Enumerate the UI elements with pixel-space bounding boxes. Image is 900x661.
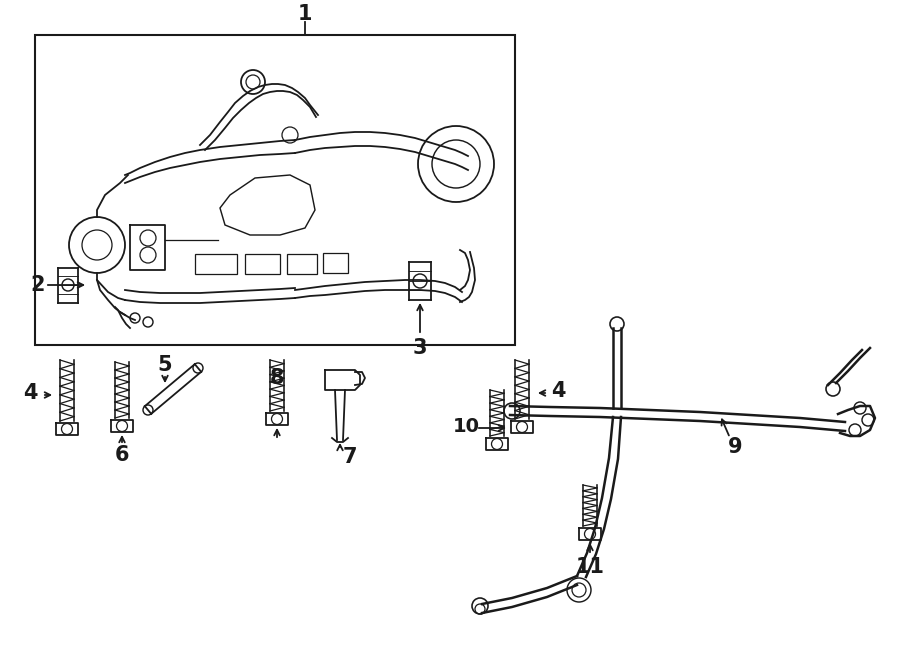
- Text: 7: 7: [343, 447, 357, 467]
- Text: 1: 1: [298, 4, 312, 24]
- Text: 3: 3: [413, 338, 428, 358]
- Text: 9: 9: [728, 437, 742, 457]
- Text: 10: 10: [453, 418, 480, 436]
- Text: 11: 11: [575, 557, 605, 577]
- Text: 4: 4: [22, 383, 37, 403]
- Text: 2: 2: [31, 275, 45, 295]
- Text: 6: 6: [115, 445, 130, 465]
- Text: 4: 4: [551, 381, 565, 401]
- Text: 8: 8: [270, 368, 284, 388]
- Text: 5: 5: [158, 355, 172, 375]
